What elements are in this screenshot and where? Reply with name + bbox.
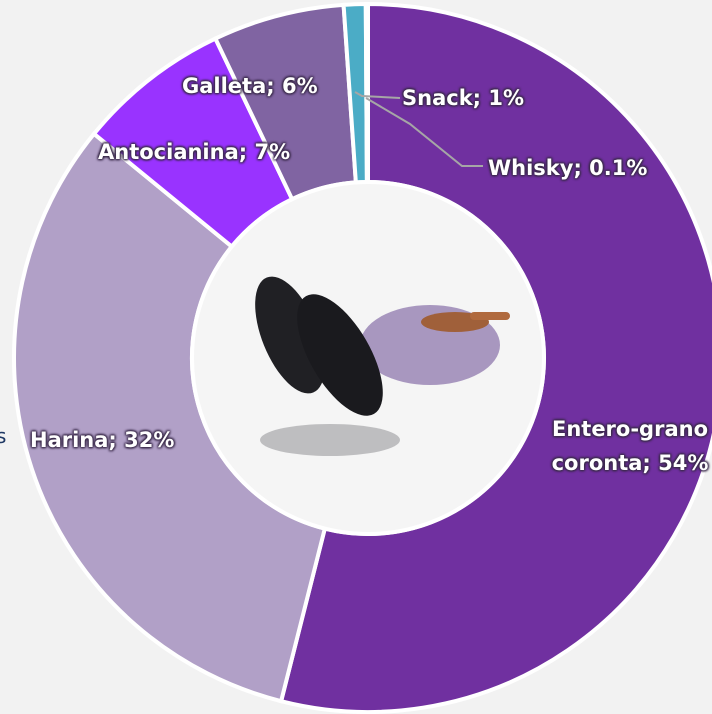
data-label: Galleta; 6% [182, 74, 318, 98]
data-label: Whisky; 0.1% [488, 156, 648, 180]
center-picture [255, 276, 510, 456]
leader-line [354, 91, 401, 99]
data-label: Snack; 1% [402, 86, 525, 110]
data-label: Antocianina; 7% [98, 140, 291, 164]
slice [363, 1, 370, 185]
cropped-text: s [0, 424, 7, 448]
data-label: Entero-grano coronta; 54% [551, 417, 709, 475]
leader-line [365, 97, 483, 167]
data-label: Harina; 32% [30, 428, 175, 452]
